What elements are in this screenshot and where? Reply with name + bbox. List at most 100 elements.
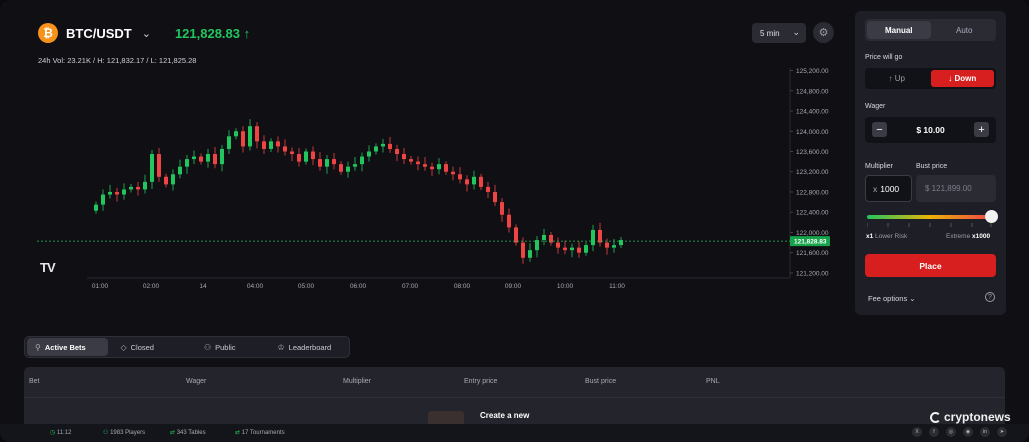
y-tick-label: 121,600.00: [796, 250, 829, 257]
candle-body: [171, 174, 175, 185]
players-icon: ⚇: [103, 430, 109, 436]
candle-body: [556, 242, 560, 248]
candle-body: [395, 148, 399, 155]
candle-body: [451, 171, 455, 175]
candle-body: [318, 159, 322, 167]
place-button[interactable]: Place: [865, 254, 996, 277]
candle-body: [612, 245, 616, 248]
wager-value[interactable]: $ 10.00: [916, 125, 945, 135]
x-tick-label: 07:00: [402, 283, 419, 290]
column-multiplier: Multiplier: [343, 378, 372, 385]
candle-body: [479, 176, 483, 187]
candle-body: [290, 151, 294, 155]
up-button[interactable]: ↑ Up: [865, 68, 929, 89]
fee-options-toggle[interactable]: Fee options ⌄: [868, 294, 916, 303]
candle-body: [465, 179, 469, 185]
candle-body: [234, 131, 238, 137]
x-tick-label: 04:00: [247, 283, 264, 290]
watermark-text: cryptonews: [944, 410, 1011, 424]
bitcoin-icon: ₿: [38, 23, 58, 43]
discord-icon[interactable]: ◉: [963, 427, 973, 437]
clock: ◷ 11:12: [50, 429, 72, 436]
down-label: Down: [954, 74, 977, 83]
gear-icon: ⚙: [818, 27, 829, 39]
tab-active-bets[interactable]: ⚲ Active Bets: [27, 338, 109, 356]
tab-manual[interactable]: Manual: [867, 21, 931, 39]
y-tick-label: 121,200.00: [796, 270, 829, 277]
y-tick-label: 122,400.00: [796, 210, 829, 217]
down-button[interactable]: ↓ Down: [930, 70, 994, 87]
tables-icon: ⇄: [170, 430, 176, 436]
candle-body: [500, 202, 504, 215]
candle-body: [570, 247, 574, 251]
column-wager: Wager: [186, 378, 207, 385]
candle-body: [185, 159, 189, 167]
candle-body: [577, 247, 581, 253]
increase-wager-button[interactable]: +: [974, 122, 989, 137]
pair-name[interactable]: BTC/USDT: [66, 25, 132, 41]
help-icon[interactable]: ?: [985, 292, 995, 302]
x-tick-label: 09:00: [505, 283, 522, 290]
candle-body: [542, 234, 546, 241]
y-tick-label: 122,800.00: [796, 189, 829, 196]
candle-body: [591, 229, 595, 246]
slider-ticks: [867, 223, 992, 227]
empty-state-image: [428, 411, 464, 425]
fee-options-label: Fee options: [868, 294, 908, 303]
x-icon[interactable]: X: [912, 427, 922, 437]
candle-body: [136, 186, 140, 190]
low-risk-label: x1 Lower Risk: [866, 233, 907, 240]
candle-body: [619, 240, 623, 246]
candle-body: [150, 154, 154, 182]
candle-body: [304, 151, 308, 162]
x-tick-label: 06:00: [350, 283, 367, 290]
multiplier-label: Multiplier: [865, 163, 894, 170]
current-price-label: 121,828.83: [794, 239, 827, 246]
tab-auto[interactable]: Auto: [956, 25, 973, 35]
slider-handle[interactable]: [985, 210, 998, 223]
chart-settings-button[interactable]: ⚙: [813, 22, 834, 43]
wager-input[interactable]: − $ 10.00 +: [865, 117, 996, 143]
instagram-icon[interactable]: ◎: [946, 427, 956, 437]
tab-leaderboard[interactable]: ♔ Leaderboard: [266, 338, 347, 356]
high-risk-label: Extreme x1000: [946, 233, 990, 240]
facebook-icon[interactable]: f: [929, 427, 939, 437]
candle-body: [535, 240, 539, 251]
create-bet-prompt[interactable]: Create a new: [480, 411, 530, 420]
24h-stats: 24h Vol: 23.21K / H: 121,832.17 / L: 121…: [38, 56, 197, 65]
column-entry-price: Entry price: [464, 378, 498, 385]
pair-selector[interactable]: ₿ BTC/USDT ⌄ 121,828.83 ↑: [38, 23, 250, 43]
x-tick-label: 02:00: [143, 283, 160, 290]
x-tick-label: 01:00: [92, 283, 109, 290]
high-risk-text: Extreme: [946, 233, 971, 240]
candle-body: [514, 227, 518, 243]
clock-time: 11:12: [56, 430, 72, 436]
candle-body: [157, 154, 161, 177]
decrease-wager-button[interactable]: −: [872, 122, 887, 137]
linkedin-icon[interactable]: in: [980, 427, 990, 437]
table-header: Bet Wager Multiplier Entry price Bust pr…: [24, 367, 1005, 398]
chevron-down-icon[interactable]: ⌄: [141, 27, 151, 40]
candle-body: [493, 191, 497, 203]
candle-body: [584, 245, 588, 253]
price-chart[interactable]: 125,200.00 124,800.00 124,400.00 124,000.00…: [0, 0, 850, 300]
candle-body: [101, 194, 105, 205]
candle-body: [122, 189, 126, 195]
interval-select[interactable]: 5 min ⌄: [752, 23, 806, 43]
risk-slider[interactable]: [867, 210, 998, 223]
tab-public[interactable]: ⚇ Public: [190, 338, 266, 356]
tab-closed[interactable]: ◇ Closed: [108, 338, 189, 356]
candle-body: [129, 186, 133, 190]
multiplier-input[interactable]: x 1000: [865, 175, 912, 202]
candle-body: [605, 242, 609, 248]
candle-body: [507, 214, 511, 228]
telegram-icon[interactable]: ➤: [997, 427, 1007, 437]
candle-body: [206, 154, 210, 162]
candle-body: [416, 161, 420, 165]
high-risk-multiplier: x1000: [972, 233, 991, 240]
candle-body: [381, 143, 385, 147]
chevron-down-icon: ⌄: [792, 27, 800, 37]
candle-body: [528, 250, 532, 258]
direction-toggle: ↑ Up ↓ Down: [865, 68, 996, 89]
